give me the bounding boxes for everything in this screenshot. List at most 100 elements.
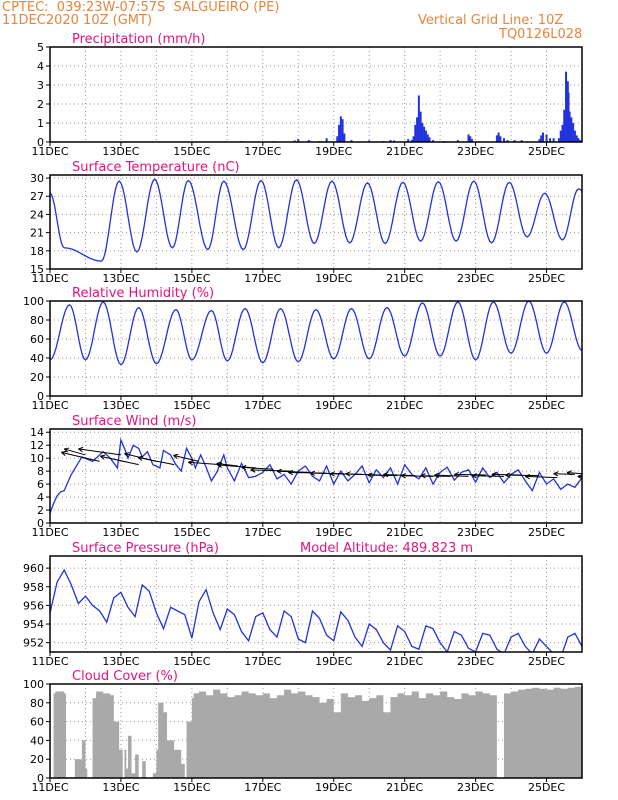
precip-bar — [293, 140, 296, 142]
y-tick-label: 27 — [30, 190, 44, 203]
wind-arrowhead — [276, 468, 282, 475]
precip-bar — [572, 123, 575, 142]
cloud-title: Cloud Cover (%) — [72, 669, 178, 684]
wind-vector — [61, 451, 100, 462]
precip-bar — [414, 124, 417, 142]
precip-bar — [541, 132, 544, 142]
precip-bar — [419, 111, 422, 142]
wind-arrowhead — [124, 452, 130, 458]
y-tick-label: 10 — [30, 452, 44, 465]
y-tick-label: 2 — [37, 98, 44, 111]
x-tick-label: 13DEC — [102, 272, 139, 285]
y-tick-label: 12 — [30, 439, 44, 452]
x-tick-label: 19DEC — [315, 145, 352, 158]
y-tick-label: 24 — [30, 208, 44, 221]
precip-bar — [428, 137, 431, 142]
x-tick-label: 17DEC — [244, 272, 281, 285]
x-tick-label: 17DEC — [244, 655, 281, 668]
precip-bar — [568, 111, 571, 142]
wind-vector — [78, 448, 122, 456]
precip-bar — [393, 140, 396, 142]
wind-arrowhead — [288, 469, 294, 476]
y-tick-label: 15 — [30, 263, 44, 276]
cloud-panel: 0 20 40 60 80 100 11DEC 13DEC 15DEC 17DEC 19DEC 21D… — [23, 669, 583, 794]
x-tick-label: 17DEC — [244, 526, 281, 539]
cloud-area — [50, 686, 582, 778]
model-code: TQ0126L028 — [499, 27, 583, 42]
pres-line — [50, 568, 582, 652]
x-tick-label: 13DEC — [102, 655, 139, 668]
wind-vector — [472, 475, 504, 477]
x-tick-label: 21DEC — [386, 781, 423, 794]
y-tick-label: 3 — [37, 79, 44, 92]
y-tick-label: 0 — [37, 136, 44, 149]
wind-arrowhead — [420, 473, 426, 479]
x-tick-label: 11DEC — [31, 781, 68, 794]
y-tick-label: 18 — [30, 245, 44, 258]
wind-vector — [525, 475, 558, 479]
precip-bar — [389, 140, 392, 142]
x-tick-label: 15DEC — [173, 655, 210, 668]
x-tick-label: 23DEC — [457, 655, 494, 668]
precip-bar — [456, 140, 459, 142]
wind-arrowhead — [367, 472, 373, 478]
run-time-label: 11DEC2020 10Z (GMT) — [2, 13, 153, 28]
x-tick-label: 25DEC — [528, 399, 565, 412]
precip-bar — [350, 140, 353, 142]
precip-bar — [502, 138, 505, 142]
temp-line — [50, 178, 582, 262]
pres-altitude: Model Altitude: 489.823 m — [300, 541, 473, 556]
x-tick-label: 15DEC — [173, 272, 210, 285]
y-tick-label: 4 — [37, 491, 44, 504]
y-tick-label: 30 — [30, 172, 44, 185]
x-tick-label: 13DEC — [102, 399, 139, 412]
x-tick-label: 19DEC — [315, 399, 352, 412]
y-tick-label: 20 — [30, 371, 44, 384]
x-tick-label: 23DEC — [457, 145, 494, 158]
pres-title: Surface Pressure (hPa) — [72, 541, 219, 556]
precip-frame — [49, 46, 583, 143]
wind-vector — [64, 448, 86, 456]
precip-bar — [421, 123, 424, 142]
y-tick-label: 40 — [30, 734, 44, 747]
temp-title: Surface Temperature (nC) — [72, 160, 240, 175]
wind-arrowhead — [78, 446, 84, 453]
x-tick-label: 23DEC — [457, 526, 494, 539]
wind-vector — [250, 469, 292, 472]
wind-vector — [137, 456, 175, 466]
wind-arrowhead — [345, 471, 351, 477]
precip-bar — [552, 138, 555, 142]
y-tick-label: 0 — [37, 772, 44, 785]
vertical-grid-note: Vertical Grid Line: 10Z — [418, 13, 564, 28]
precip-bar — [538, 139, 541, 142]
y-tick-label: 2 — [37, 504, 44, 517]
precip-bar — [410, 140, 413, 142]
rh-frame — [49, 300, 583, 397]
wind-arrowhead — [250, 467, 256, 473]
wind-arrowhead — [553, 471, 559, 477]
wind-arrowhead — [566, 470, 572, 476]
temp-frame — [49, 174, 583, 270]
wind-vector — [367, 474, 398, 477]
x-tick-label: 23DEC — [457, 399, 494, 412]
wind-vector — [553, 473, 575, 475]
wind-vector — [100, 455, 139, 466]
precip-bar — [339, 116, 342, 142]
y-tick-label: 0 — [37, 517, 44, 530]
rh-series — [50, 301, 582, 366]
x-tick-label: 19DEC — [315, 272, 352, 285]
wind-arrowhead — [454, 471, 460, 478]
precip-bar — [497, 132, 500, 142]
rh-panel: 0 20 40 60 80 100 11DEC 13DEC 15DEC 17DEC 19DEC 21D… — [23, 286, 583, 412]
x-tick-label: 25DEC — [528, 145, 565, 158]
temp-panel: 15 18 21 24 27 30 11DEC 13DEC 15DEC 17DEC 19DEC 21D… — [30, 160, 583, 285]
rh-title: Relative Humidity (%) — [72, 286, 214, 301]
precip-title: Precipitation (mm/h) — [72, 32, 205, 47]
wind-arrowhead — [491, 471, 497, 478]
y-tick-label: 952 — [23, 637, 44, 650]
wind-arrowhead — [241, 465, 247, 471]
wind-arrowhead — [63, 447, 70, 453]
x-tick-label: 21DEC — [386, 526, 423, 539]
precip-bar — [297, 139, 300, 142]
